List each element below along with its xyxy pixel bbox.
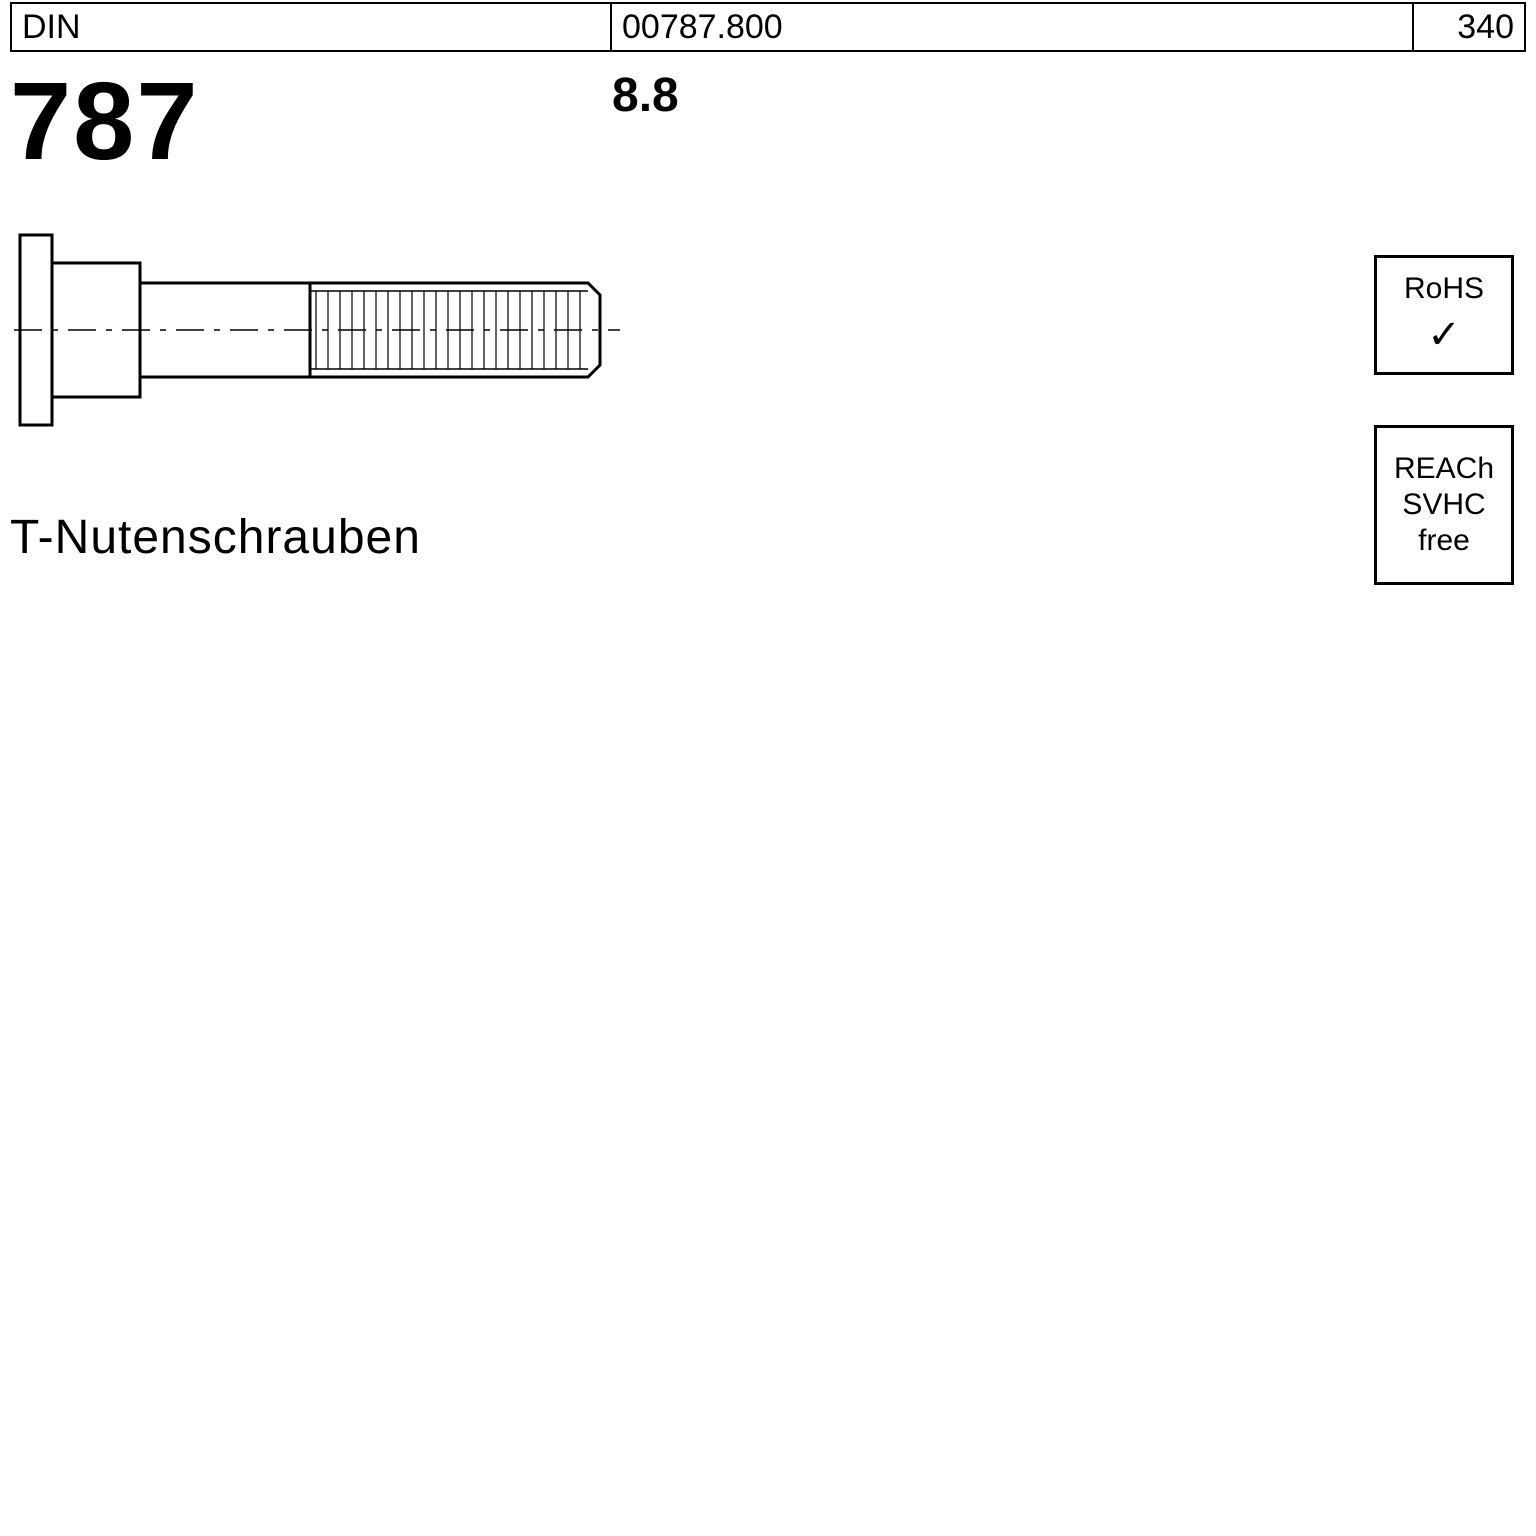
grade-label: 8.8 bbox=[612, 68, 679, 123]
bolt-drawing bbox=[10, 225, 650, 435]
rohs-label: RoHS bbox=[1404, 271, 1484, 307]
standard-number: 787 bbox=[10, 58, 200, 185]
header-page-cell: 340 bbox=[1414, 4, 1524, 50]
header-label-cell: DIN bbox=[12, 4, 612, 50]
header-code-cell: 00787.800 bbox=[612, 4, 1414, 50]
reach-line2: SVHC bbox=[1402, 487, 1485, 523]
reach-badge: REACh SVHC free bbox=[1374, 425, 1514, 585]
reach-line1: REACh bbox=[1394, 451, 1494, 487]
check-icon: ✓ bbox=[1427, 311, 1461, 359]
header-label: DIN bbox=[22, 8, 81, 47]
rohs-badge: RoHS ✓ bbox=[1374, 255, 1514, 375]
header-page: 340 bbox=[1457, 8, 1514, 47]
header-table: DIN 00787.800 340 bbox=[10, 2, 1526, 52]
product-name: T-Nutenschrauben bbox=[10, 510, 421, 565]
header-code: 00787.800 bbox=[622, 8, 783, 47]
reach-line3: free bbox=[1418, 523, 1470, 559]
